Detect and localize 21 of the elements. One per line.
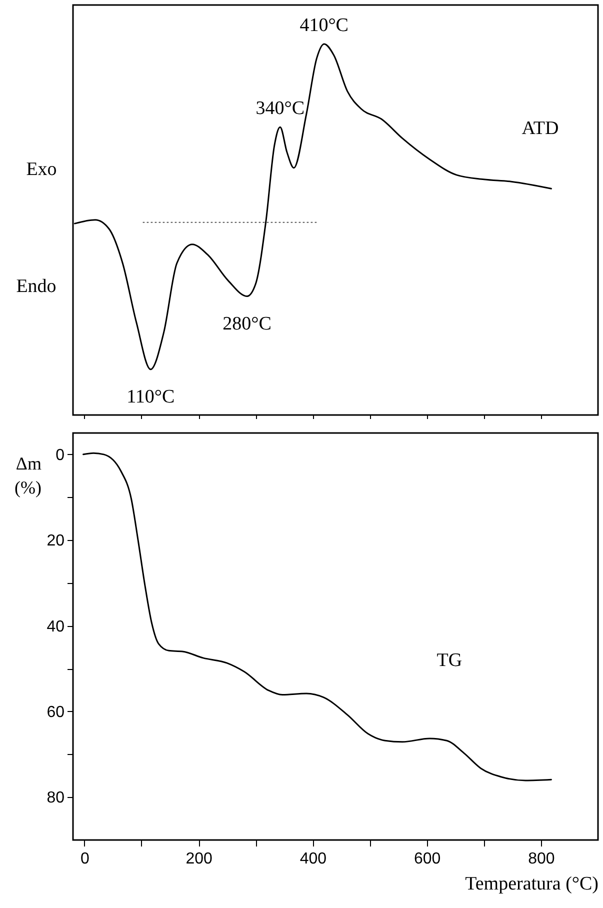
x-tick-label: 0	[80, 850, 90, 868]
y-tick-label: 20	[46, 532, 65, 550]
annotation: 280°C	[222, 313, 272, 334]
y-tick-label: 80	[46, 790, 65, 807]
text: Exo	[26, 159, 57, 180]
annotation: ATD	[522, 118, 559, 139]
annotation: 340°C	[256, 98, 305, 120]
annotation: 110°C	[126, 386, 175, 408]
x-tick-label: 600	[414, 850, 441, 868]
y-tick-label: 0	[56, 446, 65, 464]
x-tick-label: 800	[528, 850, 555, 868]
y-tick-label: 60	[46, 704, 65, 721]
y-axis-title: Δm (%)	[14, 454, 42, 498]
y-tick-label: 40	[46, 618, 65, 636]
annotation: 410°C	[300, 14, 348, 36]
line-series	[82, 452, 552, 782]
x-tick-label: 200	[186, 850, 212, 868]
x-tick-label: 400	[300, 850, 327, 868]
x-axis-title: Temperatura (°C)	[465, 874, 598, 894]
annotation: TG	[436, 650, 462, 672]
text: Endo	[16, 276, 56, 297]
